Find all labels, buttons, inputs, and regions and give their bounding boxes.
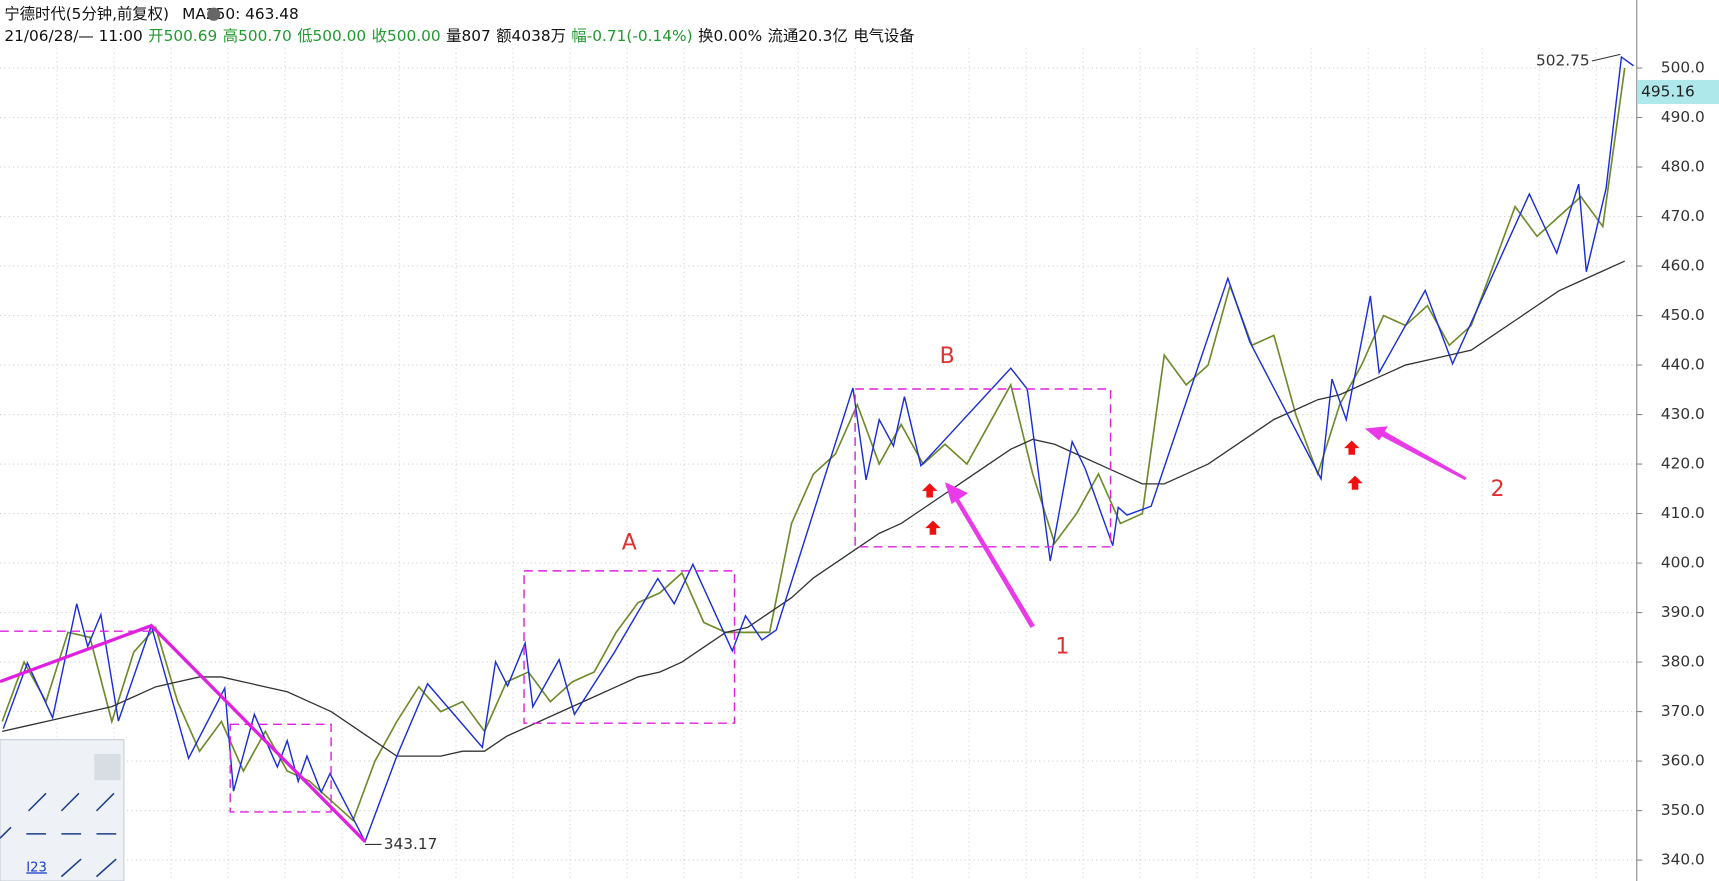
drawing-toolbar: I23 <box>0 739 125 881</box>
info-item: 开500.69 <box>148 27 217 45</box>
y-tick-label: 400.0 <box>1661 554 1705 572</box>
arrow-1 <box>945 485 1035 628</box>
y-tick-label: 450.0 <box>1661 306 1705 324</box>
y-tick-label: 380.0 <box>1661 653 1705 671</box>
y-axis: 340.0 350.0 360.0 370.0 380.0 390.0 400.0 410.0… <box>1636 59 1719 869</box>
last-price-tag <box>1637 79 1719 105</box>
plot: 502.75 343.17 <box>0 51 1637 861</box>
box-c <box>229 723 332 813</box>
ma-label: MA250: 463.48 <box>182 5 299 23</box>
tool-icon[interactable] <box>60 858 82 878</box>
up-arrow <box>1344 440 1360 455</box>
y-tick-label: 420.0 <box>1661 455 1705 473</box>
box-b <box>854 388 1112 548</box>
trend-line <box>0 623 367 843</box>
vertical-grid <box>56 48 1597 880</box>
info-item: 幅-0.71(-0.14%) <box>571 27 692 45</box>
y-tick-label: 430.0 <box>1661 405 1705 423</box>
y-tick-label: 350.0 <box>1661 801 1705 819</box>
title: 宁德时代(5分钟,前复权) <box>4 5 169 23</box>
mark-label: A <box>622 531 637 556</box>
y-tick-label: 440.0 <box>1661 356 1705 374</box>
info-item: 量807 <box>446 27 491 45</box>
arrow-head-2 <box>1364 426 1388 441</box>
pointer-arrows <box>945 426 1467 628</box>
ma-toggle[interactable] <box>207 7 221 21</box>
boxes <box>0 388 1112 813</box>
info-item: 高500.70 <box>223 27 292 45</box>
info-item: 换0.00% <box>698 27 762 45</box>
y-tick-label: 480.0 <box>1661 158 1705 176</box>
y-tick-label: 460.0 <box>1661 257 1705 275</box>
y-tick-label: 370.0 <box>1661 702 1705 720</box>
y-tick-label: 410.0 <box>1661 504 1705 522</box>
box-a <box>523 570 736 724</box>
last-price-label: 495.16 <box>1641 82 1695 100</box>
tool-label[interactable]: I23 <box>26 860 47 875</box>
mark-label: B <box>940 344 955 369</box>
high-leader <box>1591 53 1621 62</box>
zigzag-line <box>2 55 1634 844</box>
low-label: 343.17 <box>384 835 438 853</box>
tool-icon[interactable] <box>95 792 115 812</box>
y-tick-label: 490.0 <box>1661 108 1705 126</box>
ma-line <box>2 260 1625 757</box>
y-tick-label: 360.0 <box>1661 752 1705 770</box>
y-tick-label: 500.0 <box>1661 59 1705 77</box>
up-arrow <box>1347 475 1363 490</box>
info-item: 额4038万 <box>496 27 566 45</box>
up-arrow <box>925 520 941 535</box>
y-tick-label: 340.0 <box>1661 851 1705 869</box>
arrow-2 <box>1379 429 1467 480</box>
letters: A B 1 2 <box>622 344 1505 659</box>
info-item: 电气设备 <box>853 27 914 45</box>
up-arrow <box>921 483 938 498</box>
axis-panel <box>1636 0 1719 881</box>
mark-label: 1 <box>1055 635 1069 660</box>
info-item: 流通20.3亿 <box>768 27 848 45</box>
info-item: 21/06/28/— 11:00 <box>4 27 142 45</box>
tool-icon[interactable] <box>95 858 117 878</box>
tool-icons <box>0 792 117 878</box>
arrow-head-1 <box>945 482 969 505</box>
high-label: 502.75 <box>1536 51 1590 69</box>
info-line: 21/06/28/— 11:00 开500.69 高500.70 低500.00 收50… <box>4 27 914 45</box>
mark-label: 2 <box>1491 477 1505 502</box>
close-button[interactable] <box>94 753 121 781</box>
info-item: 低500.00 <box>297 27 366 45</box>
chart-title: 宁德时代(5分钟,前复权) MA250: 463.48 <box>4 5 298 23</box>
y-tick-label: 390.0 <box>1661 603 1705 621</box>
tool-icon[interactable] <box>27 792 47 812</box>
tool-icon[interactable] <box>0 826 12 839</box>
y-tick-label: 470.0 <box>1661 207 1705 225</box>
tool-icon[interactable] <box>60 792 80 812</box>
info-item: 收500.00 <box>372 27 441 45</box>
up-arrows <box>921 440 1363 535</box>
